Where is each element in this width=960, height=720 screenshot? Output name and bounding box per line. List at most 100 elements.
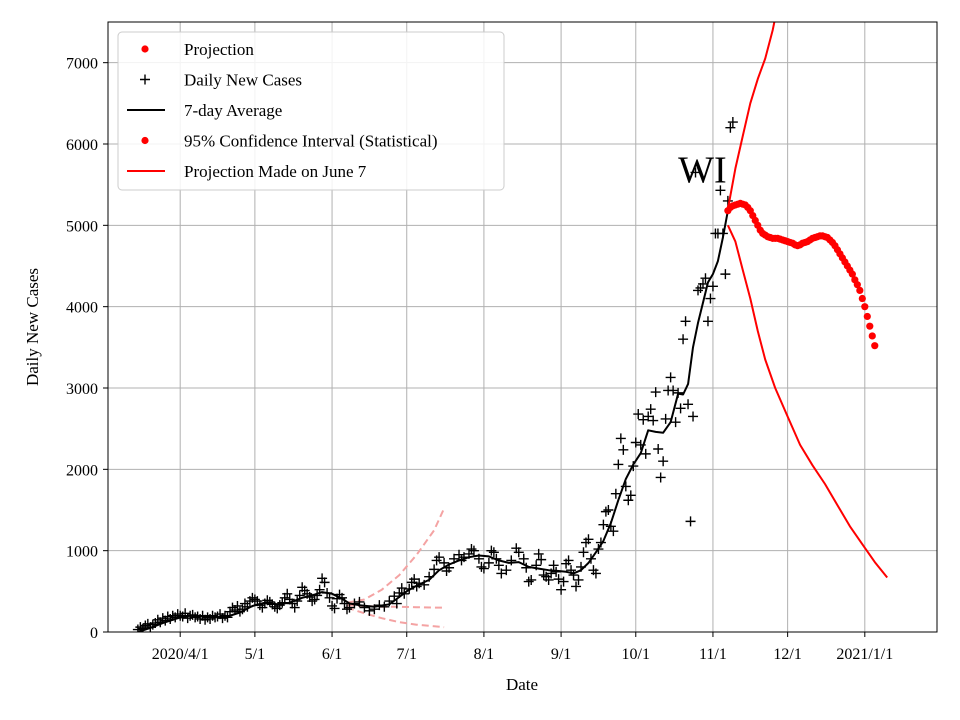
daily-new-cases-point (476, 561, 487, 572)
daily-new-cases-point (690, 167, 701, 178)
daily-new-cases-point (486, 545, 497, 556)
95-confidence-interval-statistical-line (726, 22, 776, 210)
legend-label: Projection Made on June 7 (184, 162, 367, 181)
y-axis-label: Daily New Cases (23, 268, 42, 386)
daily-new-cases-point (364, 605, 375, 616)
daily-new-cases-point (391, 598, 402, 609)
y-tick-label: 5000 (66, 218, 98, 235)
daily-new-cases-point (618, 444, 629, 455)
daily-new-cases-point (454, 549, 465, 560)
legend-box (117, 31, 505, 191)
daily-new-cases-point (162, 611, 173, 622)
daily-new-cases-point (675, 403, 686, 414)
daily-new-cases-point (279, 592, 290, 603)
projection-point (856, 286, 864, 294)
daily-new-cases-point (317, 573, 328, 584)
projection-point (853, 281, 861, 289)
daily-new-cases-point (207, 610, 218, 621)
daily-new-cases-point (526, 574, 537, 585)
daily-new-cases-point (493, 560, 504, 571)
daily-new-cases-point (556, 584, 567, 595)
daily-new-cases-point (625, 490, 636, 501)
daily-new-cases-point (506, 555, 517, 566)
legend-marker-dot (141, 136, 149, 145)
projection-made-on-june-7-line (346, 507, 446, 604)
daily-new-cases-point (409, 574, 420, 585)
x-tick-label: 10/1 (622, 646, 650, 663)
daily-new-cases-point (720, 269, 731, 280)
y-tick-label: 3000 (66, 381, 98, 398)
95-confidence-interval-statistical-line (726, 224, 888, 579)
daily-new-cases-point (175, 610, 186, 621)
daily-new-cases-point (548, 560, 559, 571)
daily-new-cases-point (645, 404, 656, 415)
projection-point (858, 294, 866, 303)
daily-new-cases-point (536, 554, 547, 565)
projection-series (724, 199, 879, 350)
x-tick-label: 8/1 (474, 646, 494, 663)
daily-new-cases-point (623, 495, 634, 506)
daily-new-cases-point (578, 547, 589, 558)
daily-new-cases-point (705, 293, 716, 304)
daily-new-cases-point (630, 437, 641, 448)
legend-marker-dot (141, 45, 149, 53)
daily-new-cases-point (329, 603, 340, 614)
daily-new-cases-point (478, 563, 489, 574)
daily-new-cases-point (707, 281, 718, 292)
series-layer (132, 22, 888, 632)
annotation-wi: WI (678, 149, 727, 191)
projection-point (868, 332, 876, 340)
x-tick-label: 2020/4/1 (152, 646, 209, 663)
daily-new-cases-point (715, 185, 726, 196)
daily-new-cases-point (289, 602, 300, 613)
daily-new-cases-point (670, 417, 681, 428)
daily-new-cases-point (501, 565, 512, 576)
daily-new-cases-point (702, 316, 713, 327)
daily-new-cases-point (157, 613, 168, 624)
daily-new-cases-point (249, 594, 260, 605)
daily-new-cases-point (680, 316, 691, 327)
daily-new-cases-point (665, 372, 676, 383)
y-tick-label: 1000 (66, 544, 98, 561)
legend-label: 95% Confidence Interval (Statistical) (184, 132, 438, 151)
daily-new-cases-point (668, 385, 679, 396)
daily-new-cases-point (660, 413, 671, 424)
daily-new-cases-point (598, 519, 609, 530)
daily-new-cases-point (678, 334, 689, 345)
daily-new-cases-point (533, 548, 544, 559)
y-tick-label: 0 (90, 625, 98, 642)
x-tick-label: 6/1 (322, 646, 342, 663)
daily-new-cases-point (658, 456, 669, 467)
daily-new-cases-point (695, 282, 706, 293)
x-tick-label: 2021/1/1 (836, 646, 893, 663)
daily-new-cases-point (558, 576, 569, 587)
x-axis-label: Date (506, 675, 538, 694)
daily-new-cases-point (488, 547, 499, 558)
x-tick-label: 5/1 (245, 646, 265, 663)
daily-new-cases-point (152, 614, 163, 625)
y-tick-label: 4000 (66, 300, 98, 317)
daily-new-cases-point (513, 547, 524, 558)
daily-new-cases-point (590, 568, 601, 579)
legend-marker-plus (140, 74, 150, 85)
daily-new-cases-point (307, 596, 318, 607)
projection-point (871, 342, 879, 350)
daily-new-cases-point (319, 577, 330, 588)
legend-label: 7-day Average (184, 101, 282, 120)
daily-new-cases-point (553, 574, 564, 585)
daily-new-cases-point (563, 555, 574, 566)
projection-point (863, 312, 871, 321)
legend: Projection Daily New Cases 7-day Average 95… (117, 31, 505, 191)
daily-new-cases-point (190, 612, 201, 623)
daily-new-cases-point (217, 613, 228, 624)
daily-new-cases-point (640, 448, 651, 459)
daily-new-cases-point (543, 574, 554, 585)
daily-new-cases-point (683, 399, 694, 410)
x-tick-label: 9/1 (551, 646, 571, 663)
daily-new-cases-point (227, 602, 238, 613)
daily-new-cases-point (643, 411, 654, 422)
daily-new-cases-point (466, 544, 477, 555)
daily-new-cases-point (264, 596, 275, 607)
x-tick-label: 11/1 (699, 646, 727, 663)
